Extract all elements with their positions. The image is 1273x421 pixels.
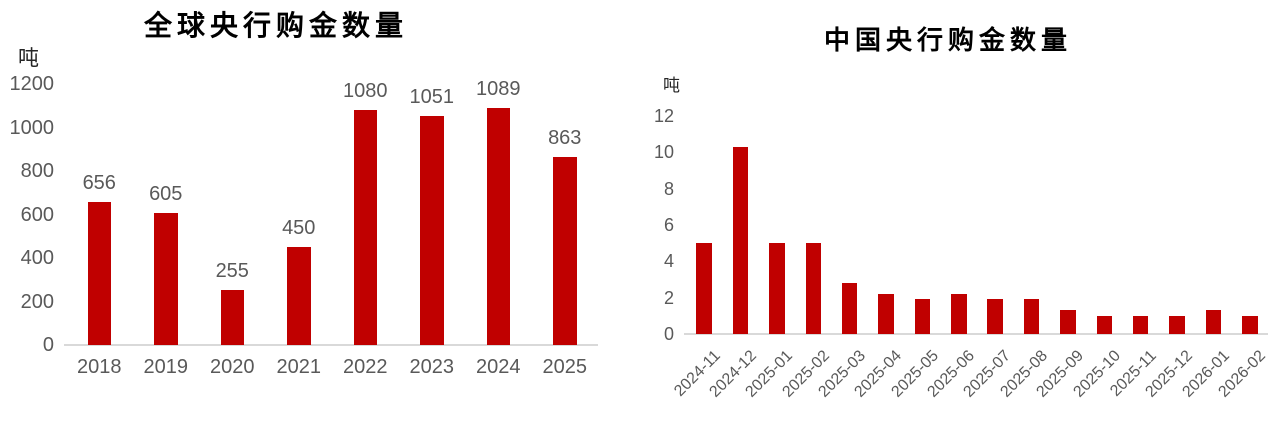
- bar-2026-01: [1205, 310, 1222, 334]
- bar-2025-01: [769, 243, 785, 334]
- y-axis-tick-label: 0: [663, 324, 674, 344]
- global-central-bank-gold-chart: 全球央行购金数量 吨 0 200 400 600 800 1000 1200 656 2018 6…: [0, 0, 625, 421]
- x-axis-tick-label: 2022: [343, 356, 388, 378]
- y-axis-tick-label: 800: [20, 160, 54, 182]
- bar-2024-12: [732, 146, 749, 334]
- x-axis-tick-label: 2024: [476, 356, 521, 378]
- china-central-bank-gold-chart: 中国央行购金数量 吨 0 2 4 6 8 10 12 2024-11 2024-12 2025-0…: [630, 0, 1273, 421]
- x-axis-tick-label: 2019: [143, 356, 189, 378]
- x-axis-tick-label: 2023: [409, 356, 455, 378]
- bar-value-label: 450: [282, 217, 316, 240]
- bar-2025-03: [841, 283, 858, 334]
- bar-2021: [287, 247, 311, 345]
- y-axis-tick-label: 12: [653, 106, 674, 126]
- y-axis-tick-label: 400: [20, 247, 54, 269]
- y-axis-tick-label: 600: [20, 203, 54, 226]
- y-axis-tick-label: 6: [663, 215, 674, 235]
- bar-2025: [553, 157, 577, 345]
- bar-2023: [420, 116, 444, 345]
- x-axis-line-china: [684, 333, 1268, 335]
- bar-value-label: 255: [215, 259, 249, 282]
- y-axis-tick-label: 0: [42, 334, 54, 356]
- y-axis-tick-label: 8: [663, 178, 674, 199]
- x-axis-tick-label: 2021: [276, 356, 322, 378]
- bar-value-label: 1080: [343, 80, 388, 103]
- y-axis-tick-label: 2: [663, 287, 674, 308]
- bar-2025-10: [1096, 315, 1113, 334]
- bar-value-label: 656: [82, 172, 116, 195]
- bar-2025-05: [914, 299, 931, 334]
- x-axis-line-global: [64, 344, 598, 346]
- y-axis-tick-label: 200: [20, 290, 54, 313]
- bar-2025-06: [951, 294, 967, 334]
- y-axis-tick-label: 10: [653, 142, 674, 163]
- y-axis-tick-label: 1000: [9, 116, 55, 139]
- x-axis-tick-label: 2020: [210, 356, 255, 378]
- bar-2024-11: [696, 243, 712, 334]
- bar-2025-07: [987, 299, 1003, 334]
- x-axis-tick-label: 2025: [542, 356, 588, 378]
- y-axis-unit-label-global: 吨: [18, 46, 39, 70]
- bar-value-label: 605: [149, 183, 183, 206]
- bar-2019: [154, 213, 178, 345]
- bar-2025-12: [1169, 315, 1185, 334]
- y-axis-unit-label-china: 吨: [663, 76, 680, 96]
- bar-2020: [220, 289, 244, 345]
- chart-title-global: 全球央行购金数量: [143, 9, 408, 42]
- bar-2018: [87, 202, 111, 345]
- bar-2024: [486, 108, 510, 345]
- plot-area-global: 0 200 400 600 800 1000 1200 656 2018 605 2019 255 20…: [10, 74, 598, 377]
- bar-value-label: 863: [548, 127, 582, 150]
- bar-2022: [353, 110, 377, 345]
- chart-title-china: 中国央行购金数量: [823, 26, 1072, 56]
- plot-area-china: 0 2 4 6 8 10 12 2024-11 2024-12 2025-01 2025-02 202…: [654, 107, 1269, 401]
- bar-2026-02: [1242, 315, 1258, 334]
- y-axis-tick-label: 1200: [9, 73, 55, 95]
- bar-value-label: 1089: [476, 78, 521, 101]
- x-axis-tick-label: 2018: [77, 356, 122, 378]
- bar-2025-09: [1060, 310, 1076, 334]
- y-axis-tick-label: 4: [663, 251, 674, 272]
- bar-2025-02: [805, 243, 822, 334]
- bar-2025-04: [878, 294, 894, 334]
- bar-value-label: 1051: [409, 86, 455, 109]
- bar-2025-08: [1023, 299, 1040, 334]
- bar-2025-11: [1132, 315, 1149, 334]
